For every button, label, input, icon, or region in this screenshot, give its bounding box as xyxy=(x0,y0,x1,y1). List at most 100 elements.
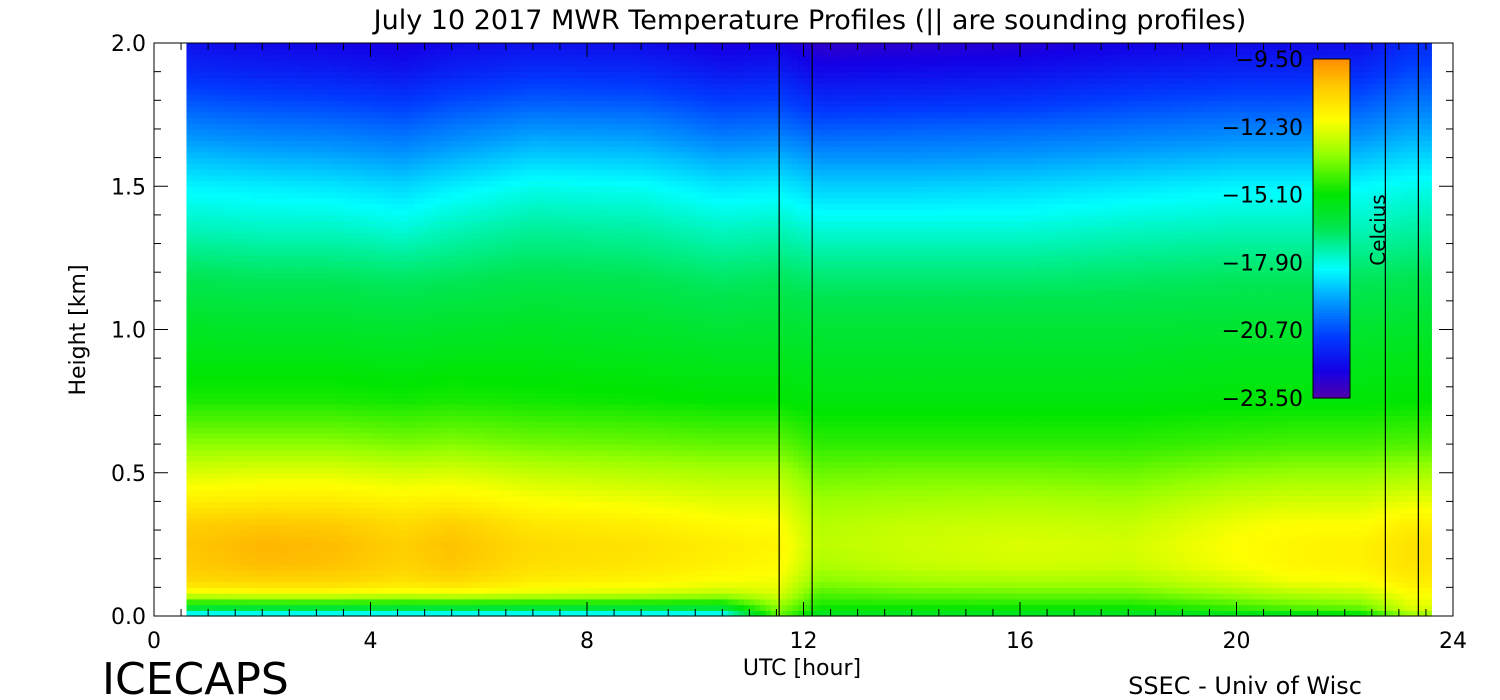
heatmap-cell xyxy=(267,386,274,394)
heatmap-cell xyxy=(208,512,215,520)
heatmap-cell xyxy=(424,484,431,491)
heatmap-cell xyxy=(435,249,442,256)
heatmap-cell xyxy=(327,100,334,107)
heatmap-cell xyxy=(365,209,372,216)
heatmap-cell xyxy=(300,558,307,566)
heatmap-cell xyxy=(440,65,447,73)
heatmap-cell xyxy=(359,335,366,342)
heatmap-cell xyxy=(397,421,404,428)
heatmap-cell xyxy=(256,191,263,199)
heatmap-cell xyxy=(208,77,215,84)
heatmap-cell xyxy=(300,340,307,348)
heatmap-cell xyxy=(408,558,415,566)
heatmap-cell xyxy=(321,461,328,468)
heatmap-cell xyxy=(338,530,345,537)
heatmap-cell xyxy=(224,146,231,153)
heatmap-cell xyxy=(310,329,317,336)
heatmap-cell xyxy=(289,604,296,611)
heatmap-cell xyxy=(413,358,420,365)
heatmap-cell xyxy=(397,346,404,354)
heatmap-cell xyxy=(191,283,198,290)
heatmap-cell xyxy=(321,169,328,176)
heatmap-cell xyxy=(451,530,458,537)
heatmap-cell xyxy=(191,340,198,348)
heatmap-cell xyxy=(446,255,453,262)
heatmap-cell xyxy=(359,318,366,325)
heatmap-cell xyxy=(348,535,355,543)
heatmap-cell xyxy=(283,558,290,566)
heatmap-cell xyxy=(446,54,453,61)
heatmap-cell xyxy=(321,558,328,566)
heatmap-cell xyxy=(294,381,301,388)
heatmap-cell xyxy=(440,272,447,279)
heatmap-cell xyxy=(186,369,193,376)
heatmap-cell xyxy=(213,444,220,451)
heatmap-cell xyxy=(365,461,372,468)
heatmap-cell xyxy=(240,512,247,520)
heatmap-cell xyxy=(278,363,285,371)
heatmap-cell xyxy=(224,386,231,394)
heatmap-cell xyxy=(224,346,231,354)
heatmap-cell xyxy=(338,501,345,508)
heatmap-cell xyxy=(332,277,339,285)
heatmap-cell xyxy=(300,111,307,119)
heatmap-cell xyxy=(208,111,215,119)
heatmap-cell xyxy=(392,547,399,554)
heatmap-cell xyxy=(262,106,269,113)
heatmap-cell xyxy=(294,512,301,520)
heatmap-cell xyxy=(208,564,215,571)
heatmap-cell xyxy=(218,295,225,302)
heatmap-cell xyxy=(267,169,274,176)
heatmap-cell xyxy=(278,197,285,205)
heatmap-cell xyxy=(386,587,393,594)
heatmap-cell xyxy=(273,363,280,371)
heatmap-cell xyxy=(327,232,334,239)
heatmap-cell xyxy=(278,346,285,354)
heatmap-cell xyxy=(305,604,312,611)
heatmap-cell xyxy=(300,575,307,583)
heatmap-cell xyxy=(370,134,377,142)
heatmap-cell xyxy=(191,266,198,273)
heatmap-cell xyxy=(278,237,285,245)
heatmap-cell xyxy=(435,335,442,342)
heatmap-cell xyxy=(359,157,366,164)
heatmap-cell xyxy=(240,191,247,199)
heatmap-cell xyxy=(240,381,247,388)
heatmap-cell xyxy=(300,610,307,617)
heatmap-cell xyxy=(354,558,361,566)
heatmap-cell xyxy=(424,283,431,290)
heatmap-cell xyxy=(348,570,355,577)
heatmap-cell xyxy=(332,489,339,497)
heatmap-cell xyxy=(229,438,236,445)
heatmap-cell xyxy=(186,346,193,354)
heatmap-cell xyxy=(375,48,382,56)
heatmap-cell xyxy=(381,157,388,164)
heatmap-cell xyxy=(386,541,393,548)
heatmap-cell xyxy=(327,421,334,428)
heatmap-cell xyxy=(381,295,388,302)
heatmap-cell xyxy=(251,54,258,61)
heatmap-cell xyxy=(440,552,447,560)
heatmap-cell xyxy=(386,421,393,428)
heatmap-cell xyxy=(262,249,269,256)
heatmap-cell xyxy=(392,48,399,56)
heatmap-cell xyxy=(229,461,236,468)
heatmap-cell xyxy=(294,260,301,268)
heatmap-cell xyxy=(397,128,404,136)
heatmap-cell xyxy=(386,530,393,537)
heatmap-cell xyxy=(316,323,323,331)
heatmap-cell xyxy=(316,415,323,422)
heatmap-cell xyxy=(430,564,437,571)
heatmap-cell xyxy=(381,403,388,411)
heatmap-cell xyxy=(213,43,220,50)
heatmap-cell xyxy=(235,134,242,142)
heatmap-cell xyxy=(365,111,372,119)
heatmap-cell xyxy=(213,461,220,468)
heatmap-cell xyxy=(430,575,437,583)
heatmap-cell xyxy=(316,386,323,394)
heatmap-cell xyxy=(332,220,339,227)
heatmap-cell xyxy=(381,226,388,233)
heatmap-cell xyxy=(208,83,215,90)
heatmap-cell xyxy=(430,512,437,520)
heatmap-cell xyxy=(300,489,307,497)
